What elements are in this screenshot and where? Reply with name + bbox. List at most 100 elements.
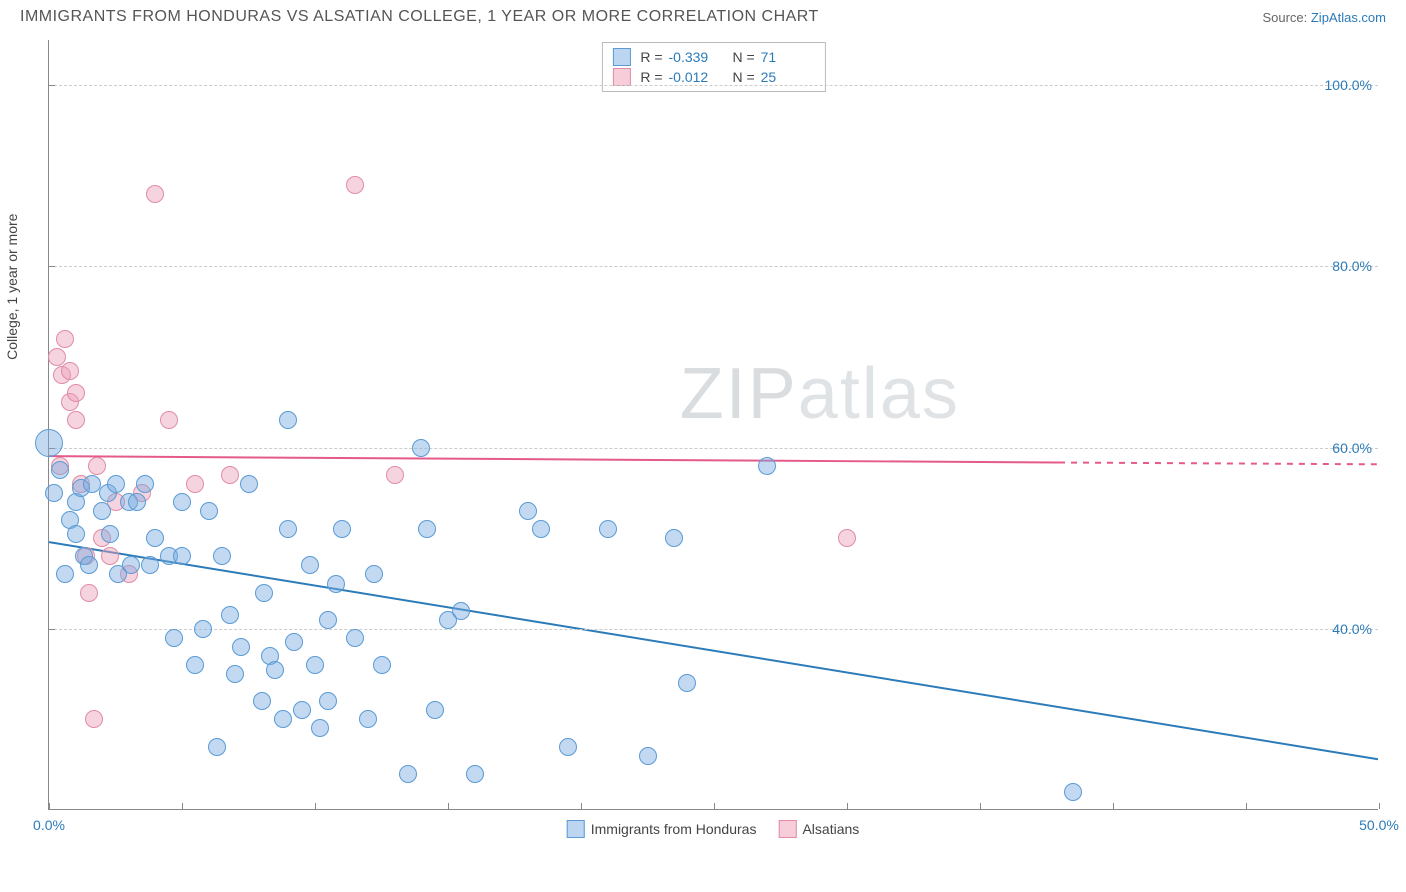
scatter-point-pink bbox=[346, 176, 364, 194]
x-tick-label: 50.0% bbox=[1359, 817, 1399, 833]
x-tick bbox=[1246, 803, 1247, 809]
source-attribution: Source: ZipAtlas.com bbox=[1262, 10, 1386, 25]
scatter-point-blue bbox=[45, 484, 63, 502]
scatter-point-pink bbox=[67, 384, 85, 402]
gridline-horizontal bbox=[49, 448, 1378, 449]
scatter-point-blue bbox=[758, 457, 776, 475]
scatter-point-blue bbox=[639, 747, 657, 765]
scatter-point-blue bbox=[426, 701, 444, 719]
scatter-point-blue bbox=[665, 529, 683, 547]
scatter-point-pink bbox=[386, 466, 404, 484]
x-tick bbox=[581, 803, 582, 809]
gridline-horizontal bbox=[49, 85, 1378, 86]
scatter-point-blue bbox=[173, 493, 191, 511]
scatter-point-blue bbox=[51, 461, 69, 479]
legend-label: Immigrants from Honduras bbox=[591, 821, 757, 837]
y-tick bbox=[49, 266, 55, 267]
y-axis-title: College, 1 year or more bbox=[4, 214, 20, 360]
watermark-part2: atlas bbox=[798, 354, 960, 434]
x-tick bbox=[714, 803, 715, 809]
y-tick bbox=[49, 629, 55, 630]
trend-line bbox=[49, 456, 1059, 462]
r-label: R = bbox=[640, 69, 662, 85]
scatter-point-blue bbox=[107, 475, 125, 493]
legend-stats-row: R = -0.012 N = 25 bbox=[612, 67, 814, 87]
scatter-point-blue bbox=[279, 520, 297, 538]
x-tick bbox=[1113, 803, 1114, 809]
scatter-point-blue bbox=[466, 765, 484, 783]
scatter-point-blue bbox=[311, 719, 329, 737]
scatter-point-blue bbox=[240, 475, 258, 493]
scatter-point-pink bbox=[186, 475, 204, 493]
scatter-point-pink bbox=[80, 584, 98, 602]
scatter-point-blue bbox=[359, 710, 377, 728]
scatter-point-blue bbox=[452, 602, 470, 620]
scatter-point-blue bbox=[599, 520, 617, 538]
n-value: 25 bbox=[761, 69, 815, 85]
r-label: R = bbox=[640, 49, 662, 65]
scatter-point-blue bbox=[165, 629, 183, 647]
scatter-point-blue bbox=[399, 765, 417, 783]
scatter-point-blue bbox=[678, 674, 696, 692]
legend-item: Immigrants from Honduras bbox=[567, 820, 757, 838]
scatter-point-blue bbox=[253, 692, 271, 710]
y-tick-label: 80.0% bbox=[1332, 258, 1372, 274]
scatter-point-blue bbox=[56, 565, 74, 583]
y-tick-label: 40.0% bbox=[1332, 621, 1372, 637]
scatter-point-blue bbox=[346, 629, 364, 647]
scatter-point-blue bbox=[101, 525, 119, 543]
scatter-point-blue bbox=[194, 620, 212, 638]
scatter-point-blue bbox=[232, 638, 250, 656]
x-tick-label: 0.0% bbox=[33, 817, 65, 833]
scatter-point-blue bbox=[122, 556, 140, 574]
gridline-horizontal bbox=[49, 629, 1378, 630]
scatter-point-blue bbox=[67, 525, 85, 543]
scatter-point-pink bbox=[146, 185, 164, 203]
scatter-point-pink bbox=[160, 411, 178, 429]
legend-swatch-pink bbox=[612, 68, 630, 86]
scatter-point-blue bbox=[373, 656, 391, 674]
scatter-point-pink bbox=[101, 547, 119, 565]
scatter-point-pink bbox=[56, 330, 74, 348]
scatter-point-blue bbox=[279, 411, 297, 429]
scatter-point-blue bbox=[319, 692, 337, 710]
y-tick bbox=[49, 85, 55, 86]
scatter-point-blue bbox=[418, 520, 436, 538]
scatter-point-blue bbox=[319, 611, 337, 629]
legend-swatch-pink bbox=[778, 820, 796, 838]
x-tick bbox=[315, 803, 316, 809]
legend-swatch-blue bbox=[612, 48, 630, 66]
scatter-point-blue bbox=[255, 584, 273, 602]
x-tick bbox=[448, 803, 449, 809]
scatter-point-blue bbox=[128, 493, 146, 511]
scatter-point-blue bbox=[285, 633, 303, 651]
scatter-point-blue bbox=[365, 565, 383, 583]
scatter-point-pink bbox=[67, 411, 85, 429]
scatter-point-blue bbox=[35, 429, 63, 457]
scatter-point-blue bbox=[1064, 783, 1082, 801]
scatter-point-pink bbox=[85, 710, 103, 728]
y-tick-label: 100.0% bbox=[1325, 77, 1372, 93]
scatter-point-blue bbox=[186, 656, 204, 674]
scatter-point-blue bbox=[208, 738, 226, 756]
y-tick-label: 60.0% bbox=[1332, 440, 1372, 456]
scatter-point-blue bbox=[293, 701, 311, 719]
scatter-point-blue bbox=[141, 556, 159, 574]
x-tick bbox=[847, 803, 848, 809]
n-value: 71 bbox=[761, 49, 815, 65]
scatter-point-blue bbox=[93, 502, 111, 520]
scatter-point-blue bbox=[173, 547, 191, 565]
legend-stats-row: R = -0.339 N = 71 bbox=[612, 47, 814, 67]
scatter-point-blue bbox=[559, 738, 577, 756]
source-link[interactable]: ZipAtlas.com bbox=[1311, 10, 1386, 25]
x-tick bbox=[182, 803, 183, 809]
legend-swatch-blue bbox=[567, 820, 585, 838]
scatter-point-blue bbox=[213, 547, 231, 565]
scatter-point-pink bbox=[88, 457, 106, 475]
watermark: ZIPatlas bbox=[680, 353, 960, 435]
x-tick bbox=[49, 803, 50, 809]
r-value: -0.339 bbox=[669, 49, 723, 65]
x-tick bbox=[1379, 803, 1380, 809]
scatter-point-blue bbox=[532, 520, 550, 538]
scatter-point-blue bbox=[80, 556, 98, 574]
